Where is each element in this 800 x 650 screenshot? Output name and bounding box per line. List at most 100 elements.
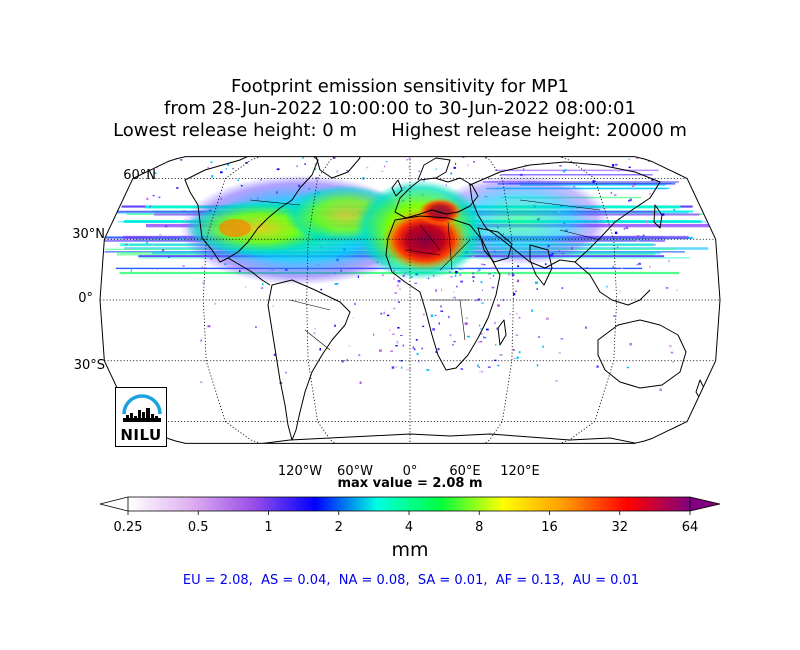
footprint-speckle: [479, 340, 483, 343]
colorbar-tick-label: 64: [681, 520, 699, 535]
footprint-speckle: [408, 157, 412, 160]
footprint-speckle: [373, 333, 375, 336]
footprint-band: [497, 183, 676, 185]
footprint-speckle: [592, 180, 595, 183]
colorbar-outline: [128, 496, 690, 512]
footprint-speckle: [385, 161, 388, 163]
footprint-speckle: [511, 273, 515, 276]
coast-arabia: [477, 227, 513, 263]
footprint-speckle: [393, 277, 395, 280]
footprint-speckle: [254, 150, 257, 152]
footprint-speckle: [440, 310, 444, 312]
footprint-speckle: [383, 311, 385, 315]
footprint-speckle: [176, 187, 179, 189]
footprint-speckle: [479, 372, 481, 373]
footprint-speckle: [396, 284, 400, 287]
footprint-speckle: [499, 354, 503, 356]
footprint-speckle: [453, 296, 456, 299]
footprint-speckle: [382, 274, 384, 277]
footprint-speckle: [319, 348, 321, 351]
footprint-speckle: [200, 339, 202, 342]
footprint-speckle: [396, 341, 399, 344]
footprint-speckle: [614, 231, 618, 235]
footprint-speckle: [339, 154, 342, 155]
footprint-speckle: [354, 303, 356, 305]
lat-label-60n: 60°N: [123, 168, 156, 183]
footprint-speckle: [623, 227, 625, 230]
footprint-speckle: [613, 315, 616, 317]
footprint-speckle: [380, 312, 383, 315]
footprint-speckle: [200, 151, 202, 153]
colorbar-group: [99, 496, 721, 515]
footprint-speckle: [381, 170, 384, 172]
footprint-speckle: [644, 220, 648, 223]
lat-label-30s: 30°S: [73, 358, 105, 373]
coast-australia: [597, 319, 687, 389]
coast-uk: [391, 179, 403, 197]
footprint-speckle: [423, 313, 425, 316]
footprint-speckle: [628, 158, 630, 160]
footprint-speckle: [586, 267, 588, 269]
footprint-speckle: [536, 364, 539, 367]
footprint-speckle: [672, 361, 674, 363]
footprint-speckle: [416, 353, 419, 355]
footprint-speckle: [379, 349, 382, 352]
footprint-speckle: [625, 226, 629, 230]
footprint-speckle: [276, 168, 280, 171]
footprint-speckle: [523, 168, 525, 170]
graticule-meridian: [202, 156, 301, 444]
footprint-speckle: [462, 156, 465, 158]
footprint-speckle: [156, 268, 158, 270]
lon-label-120e: 120°E: [500, 464, 540, 479]
footprint-speckle: [513, 293, 516, 296]
footprint-speckle: [455, 162, 457, 165]
footprint-speckle: [491, 266, 494, 269]
footprint-speckle: [453, 340, 456, 343]
footprint-speckle: [479, 324, 481, 327]
footprint-speckle: [535, 281, 538, 284]
coast-africa: [385, 215, 501, 371]
footprint-speckle: [159, 233, 162, 236]
lat-label-0: 0°: [78, 291, 93, 306]
footprint-speckle: [629, 198, 632, 201]
footprint-speckle: [336, 170, 338, 173]
footprint-speckle: [207, 166, 209, 169]
title-line-2: from 28-Jun-2022 10:00:00 to 30-Jun-2022…: [164, 98, 636, 119]
footprint-speckle: [665, 287, 669, 289]
footprint-speckle: [531, 309, 533, 312]
footprint-speckle: [452, 344, 454, 346]
footprint-speckle: [467, 335, 470, 338]
footprint-speckle: [445, 152, 446, 153]
footprint-speckle: [606, 285, 608, 288]
coast-scandinavia: [417, 157, 451, 181]
footprint-speckle: [397, 280, 401, 283]
footprint-speckle: [314, 327, 316, 330]
lon-label-60w: 60°W: [337, 464, 373, 479]
country-borders: [249, 199, 601, 351]
lon-label-120w: 120°W: [277, 464, 323, 479]
footprint-speckle: [227, 163, 230, 166]
footprint-speckle: [201, 266, 203, 269]
footprint-speckle: [648, 160, 650, 162]
footprint-speckle: [585, 326, 588, 329]
footprint-speckle: [494, 272, 496, 274]
footprint-speckle: [465, 317, 468, 320]
footprint-speckle: [414, 282, 417, 284]
hotspot-us-east: [219, 219, 251, 237]
footprint-speckle: [542, 162, 544, 164]
footprint-speckle: [398, 288, 402, 290]
footprint-speckle: [313, 168, 317, 170]
coast-japan: [653, 204, 663, 229]
footprint-speckle: [438, 322, 440, 325]
footprint-speckle: [483, 264, 486, 266]
footprint-speckle: [459, 273, 462, 276]
footprint-speckle: [453, 166, 456, 169]
footprint-speckle: [270, 152, 271, 154]
footprint-speckle: [260, 287, 264, 290]
colorbar-tick-label: 32: [611, 520, 629, 535]
footprint-speckle: [220, 171, 223, 174]
footprint-speckle: [210, 161, 213, 163]
footprint-speckle: [670, 351, 674, 354]
footprint-speckle: [561, 287, 564, 289]
footprint-speckle: [392, 333, 395, 335]
